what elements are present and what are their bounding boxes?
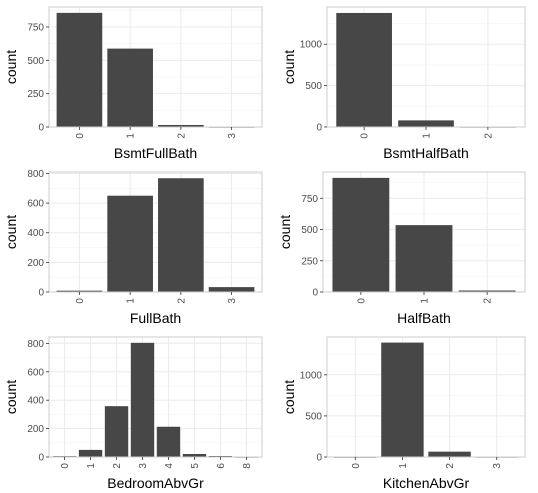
- y-tick-label: 400: [27, 396, 44, 407]
- x-tick-label: 2: [176, 298, 187, 304]
- y-axis-title: count: [277, 215, 293, 249]
- x-axis-title: BsmtHalfBath: [383, 145, 469, 161]
- x-tick-label: 2: [445, 463, 456, 469]
- y-axis-title: count: [281, 380, 297, 414]
- bar-fullbath-3: [208, 287, 255, 292]
- bar-bsmthalfbath-1: [398, 120, 454, 127]
- x-tick-label: 8: [242, 463, 253, 469]
- x-tick-label: 5: [190, 463, 201, 469]
- x-tick-label: 0: [75, 133, 86, 139]
- x-tick-label: 1: [398, 463, 409, 469]
- bar-kitchenabvgr-2: [428, 451, 471, 457]
- y-tick-label: 800: [27, 339, 44, 350]
- y-tick-label: 200: [27, 424, 44, 435]
- bar-fullbath-1: [107, 195, 153, 292]
- y-tick-label: 0: [316, 123, 322, 134]
- x-tick-label: 1: [422, 133, 433, 139]
- y-tick-label: 250: [27, 89, 44, 100]
- y-tick-label: 0: [38, 288, 44, 299]
- x-tick-label: 2: [112, 463, 123, 469]
- bar-halfbath-2: [458, 290, 516, 292]
- bar-halfbath-0: [332, 177, 390, 292]
- bar-fullbath-2: [158, 178, 204, 292]
- x-axis-title: KitchenAbvGr: [383, 475, 470, 491]
- chart-panel-bsmtfullbath: 0 250 500 750 0 1 2 3 BsmtFullBath count: [3, 6, 263, 161]
- y-tick-label: 800: [27, 169, 44, 180]
- y-tick-label: 750: [27, 23, 44, 34]
- y-axis-title: count: [281, 50, 297, 84]
- bar-bedroomabvgr-3: [130, 342, 155, 457]
- y-tick-label: 200: [27, 258, 44, 269]
- chart-panel-bsmthalfbath: 0 500 1000 0 1 2 BsmtHalfBath count: [281, 6, 526, 161]
- bar-bedroomabvgr-2: [104, 406, 129, 457]
- chart-panel-kitchenabvgr: 0 500 1000 0 1 2 3 KitchenAbvGr count: [281, 336, 526, 491]
- bar-bedroomabvgr-1: [78, 449, 103, 457]
- y-tick-label: 500: [305, 411, 322, 422]
- panel-border: [48, 6, 263, 128]
- y-tick-label: 0: [316, 453, 322, 464]
- y-axis-title: count: [3, 215, 19, 249]
- y-tick-label: 750: [301, 194, 318, 205]
- y-tick-label: 0: [38, 123, 44, 134]
- chart-panel-halfbath: 0 250 500 750 0 1 2 HalfBath count: [277, 171, 526, 326]
- x-axis-title: FullBath: [130, 310, 181, 326]
- x-tick-label: 2: [176, 133, 187, 139]
- y-tick-label: 600: [27, 367, 44, 378]
- y-tick-label: 500: [27, 56, 44, 67]
- bar-bedroomabvgr-4: [156, 426, 181, 457]
- x-axis-title: BedroomAbvGr: [107, 475, 204, 491]
- y-tick-label: 500: [305, 81, 322, 92]
- x-tick-label: 0: [356, 298, 367, 304]
- bar-bsmtfullbath-0: [56, 12, 103, 127]
- x-tick-label: 0: [360, 133, 371, 139]
- x-axis-title: BsmtFullBath: [114, 145, 197, 161]
- x-tick-label: 2: [483, 133, 494, 139]
- bar-bsmthalfbath-0: [336, 12, 392, 128]
- x-tick-label: 0: [351, 463, 362, 469]
- y-tick-label: 1000: [300, 40, 323, 51]
- chart-panel-bedroomabvgr: 0 200 400 600 800 0 1 2 3 4 5 6 8 BedroomAbvGr count: [3, 336, 263, 491]
- x-tick-label: 2: [483, 298, 494, 304]
- x-tick-label: 3: [492, 463, 503, 469]
- x-tick-label: 0: [75, 298, 86, 304]
- x-tick-label: 1: [86, 463, 97, 469]
- y-tick-label: 0: [312, 288, 318, 299]
- bar-bedroomabvgr-5: [182, 454, 207, 457]
- y-tick-label: 0: [38, 453, 44, 464]
- x-tick-label: 1: [420, 298, 431, 304]
- x-tick-label: 1: [126, 133, 137, 139]
- x-tick-label: 3: [138, 463, 149, 469]
- bar-bsmtfullbath-2: [158, 125, 204, 127]
- bar-bsmtfullbath-1: [107, 48, 153, 127]
- chart-panel-fullbath: 0 200 400 600 800 0 1 2 3 FullBath count: [3, 169, 263, 326]
- y-tick-label: 400: [27, 228, 44, 239]
- x-tick-label: 1: [126, 298, 137, 304]
- x-tick-label: 3: [227, 133, 238, 139]
- panel-border: [326, 336, 526, 458]
- bar-kitchenabvgr-1: [381, 342, 424, 457]
- panel-border: [48, 171, 263, 293]
- y-tick-label: 600: [27, 199, 44, 210]
- y-tick-label: 1000: [300, 370, 323, 381]
- x-tick-label: 6: [216, 463, 227, 469]
- x-axis-title: HalfBath: [397, 310, 451, 326]
- y-tick-label: 250: [301, 256, 318, 267]
- bar-halfbath-1: [395, 225, 453, 292]
- x-tick-label: 3: [227, 298, 238, 304]
- panel-border: [48, 336, 263, 458]
- bar-fullbath-0: [56, 290, 103, 292]
- y-axis-title: count: [3, 380, 19, 414]
- x-tick-label: 0: [60, 463, 71, 469]
- y-tick-label: 500: [301, 225, 318, 236]
- y-axis-title: count: [3, 50, 19, 84]
- x-tick-label: 4: [164, 463, 175, 469]
